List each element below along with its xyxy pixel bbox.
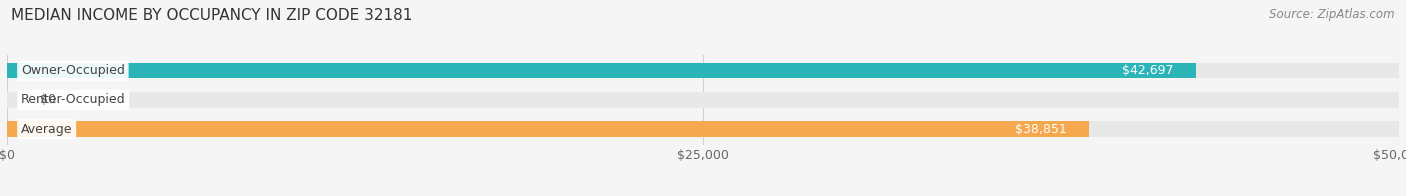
Text: $38,851: $38,851: [1015, 122, 1066, 136]
Bar: [7, 122, 1399, 137]
Bar: [7, 122, 1088, 137]
Bar: [7, 63, 1399, 78]
Text: Average: Average: [21, 122, 73, 136]
Bar: [7, 92, 1399, 108]
Text: Source: ZipAtlas.com: Source: ZipAtlas.com: [1270, 8, 1395, 21]
Bar: [7, 63, 1195, 78]
Text: MEDIAN INCOME BY OCCUPANCY IN ZIP CODE 32181: MEDIAN INCOME BY OCCUPANCY IN ZIP CODE 3…: [11, 8, 412, 23]
Text: Owner-Occupied: Owner-Occupied: [21, 64, 125, 77]
Text: $0: $0: [41, 93, 56, 106]
Text: $42,697: $42,697: [1122, 64, 1174, 77]
Text: Renter-Occupied: Renter-Occupied: [21, 93, 125, 106]
